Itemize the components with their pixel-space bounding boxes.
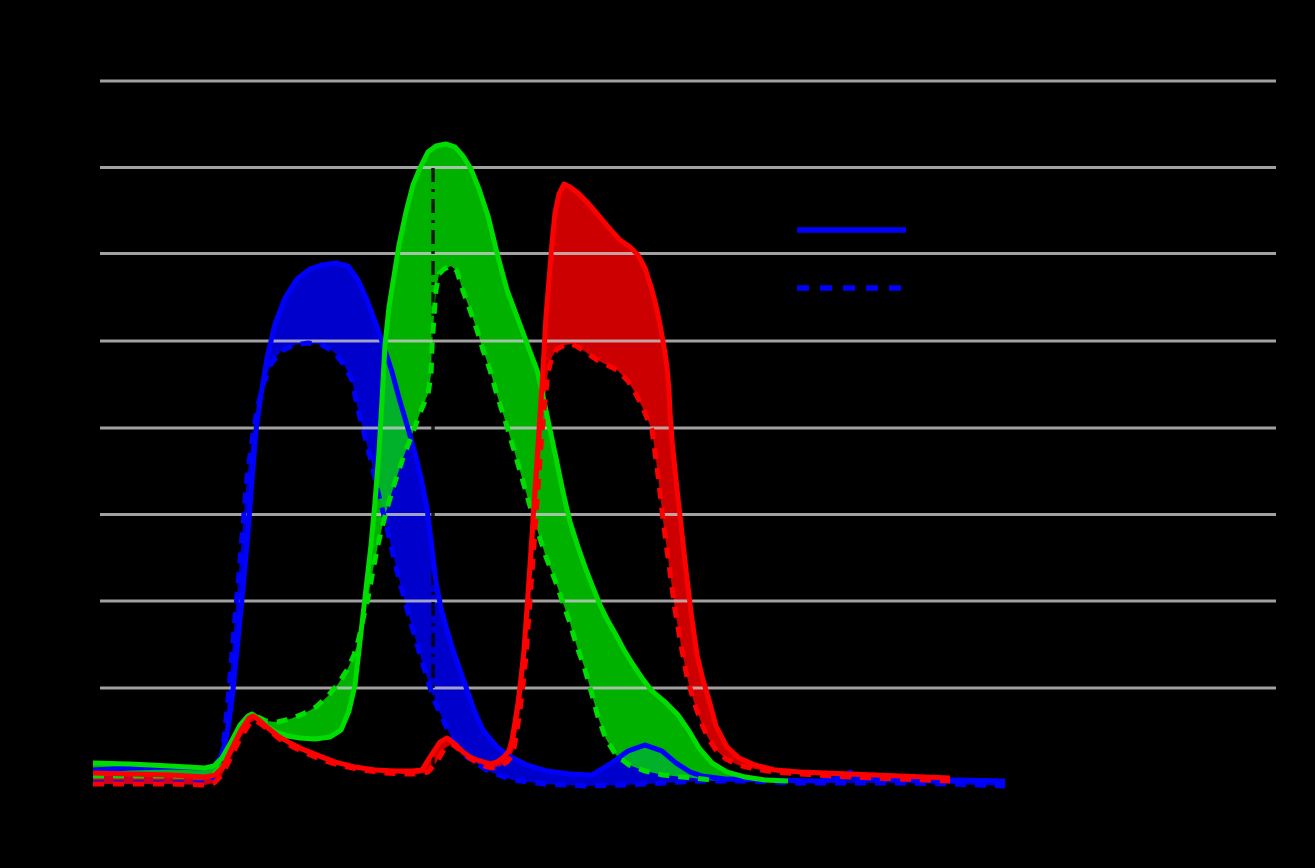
green-dashed-curve [93,263,719,784]
blue-dashed-curve [93,340,1006,789]
curves-layer [92,141,1006,789]
blue-solid-curve [92,260,1006,784]
legend [797,227,906,291]
red-dashed-curve [93,341,951,788]
